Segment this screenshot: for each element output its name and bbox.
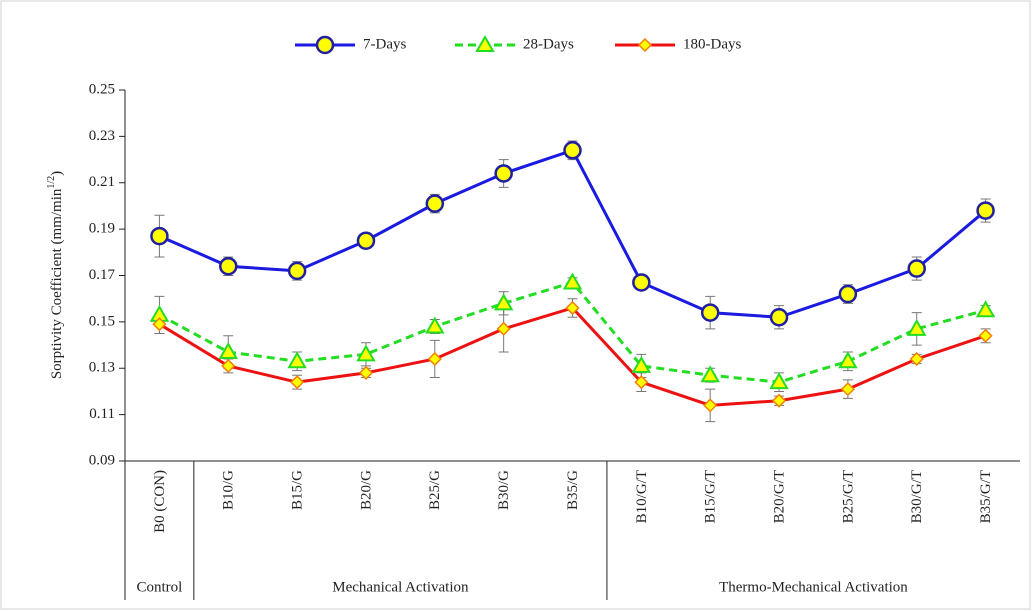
data-point bbox=[150, 226, 169, 246]
x-tick-label: B25/G bbox=[427, 470, 443, 510]
data-point bbox=[907, 259, 926, 278]
data-point bbox=[838, 284, 858, 304]
y-tick-label: 0.11 bbox=[89, 406, 115, 422]
x-tick-label: B10/G/T bbox=[634, 470, 650, 523]
data-point bbox=[356, 344, 376, 362]
data-point bbox=[840, 382, 855, 397]
data-point bbox=[219, 256, 238, 276]
y-axis-label-sup: 1/2 bbox=[46, 176, 57, 189]
y-axis-label-end: ) bbox=[49, 171, 65, 176]
data-point bbox=[565, 300, 580, 316]
x-tick-label: B30/G bbox=[496, 470, 512, 510]
data-point bbox=[425, 316, 445, 334]
data-point bbox=[221, 358, 236, 373]
data-point bbox=[287, 261, 307, 281]
data-point bbox=[700, 365, 720, 383]
x-tick-label: B10/G bbox=[221, 470, 237, 510]
data-point bbox=[907, 318, 927, 336]
y-tick-label: 0.09 bbox=[89, 452, 115, 468]
y-axis-label: Sorptivity Coefficient (mm/min1/2) bbox=[46, 171, 65, 379]
x-tick-label: B20/G/T bbox=[771, 470, 787, 523]
data-point bbox=[976, 201, 995, 220]
y-tick-label: 0.21 bbox=[89, 174, 115, 190]
data-point bbox=[632, 273, 651, 292]
data-point bbox=[769, 307, 789, 327]
data-point bbox=[290, 375, 305, 390]
data-point bbox=[563, 141, 582, 160]
data-point bbox=[425, 194, 445, 213]
y-tick-label: 0.19 bbox=[89, 221, 115, 237]
x-tick-label: B25/G/T bbox=[840, 470, 856, 523]
data-point bbox=[287, 351, 307, 369]
y-tick-label: 0.23 bbox=[89, 128, 115, 144]
data-point bbox=[771, 393, 787, 408]
x-tick-label: B15/G bbox=[290, 470, 306, 510]
x-tick-label: B0 (CON) bbox=[152, 470, 168, 533]
data-point bbox=[975, 300, 996, 318]
y-tick-label: 0.25 bbox=[89, 81, 115, 97]
data-point bbox=[838, 351, 858, 369]
legend-marker bbox=[475, 34, 495, 52]
y-axis-label-text: Sorptivity Coefficient (mm/min bbox=[49, 188, 65, 379]
data-point bbox=[427, 351, 442, 367]
y-tick-label: 0.13 bbox=[89, 360, 115, 376]
data-point bbox=[356, 231, 376, 250]
legend-label: 7-Days bbox=[363, 36, 406, 52]
data-point bbox=[978, 328, 993, 343]
data-point bbox=[496, 321, 511, 336]
x-tick-label: B35/G/T bbox=[978, 470, 994, 523]
data-point bbox=[631, 355, 652, 373]
data-point bbox=[494, 164, 513, 183]
x-tick-label: B15/G/T bbox=[703, 470, 719, 523]
legend-label: 28-Days bbox=[523, 36, 574, 52]
data-point bbox=[562, 272, 583, 290]
y-tick-label: 0.15 bbox=[89, 313, 115, 329]
data-point bbox=[152, 317, 167, 332]
data-point bbox=[493, 293, 514, 311]
data-point bbox=[218, 342, 238, 360]
data-point bbox=[909, 351, 924, 367]
legend-marker bbox=[315, 35, 335, 55]
legend-marker bbox=[637, 37, 653, 53]
data-point bbox=[703, 398, 718, 413]
group-label: Control bbox=[137, 579, 183, 595]
data-point bbox=[634, 375, 649, 390]
data-point bbox=[700, 303, 720, 322]
legend-label: 180-Days bbox=[683, 36, 741, 52]
x-tick-label: B20/G bbox=[358, 470, 374, 510]
data-point bbox=[769, 372, 789, 390]
x-tick-label: B30/G/T bbox=[909, 470, 925, 523]
y-tick-label: 0.17 bbox=[89, 267, 116, 283]
data-point bbox=[358, 365, 374, 380]
x-tick-label: B35/G bbox=[565, 470, 581, 510]
group-label: Thermo-Mechanical Activation bbox=[719, 579, 908, 595]
group-label: Mechanical Activation bbox=[332, 579, 469, 595]
